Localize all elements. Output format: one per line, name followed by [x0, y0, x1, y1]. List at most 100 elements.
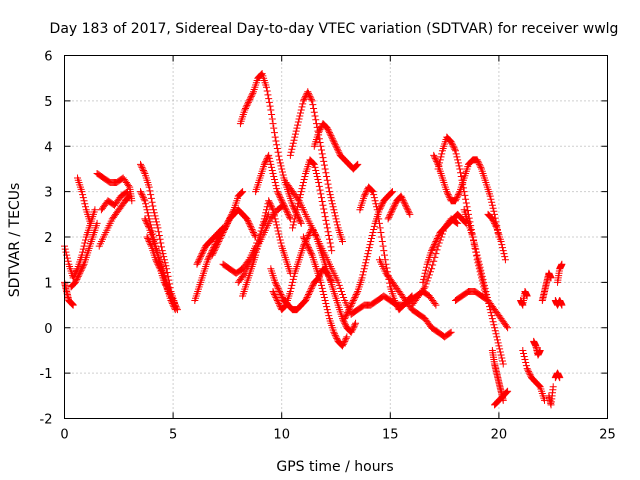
- data-point: [284, 210, 292, 218]
- data-point: [313, 173, 321, 180]
- data-point: [453, 219, 461, 227]
- data-point: [291, 215, 299, 223]
- data-point: [324, 126, 332, 134]
- data-point: [438, 150, 446, 158]
- data-point: [332, 215, 340, 223]
- data-point: [334, 278, 342, 286]
- data-point: [91, 206, 99, 214]
- data-point: [451, 197, 459, 205]
- data-point: [274, 148, 282, 156]
- data-point: [163, 283, 171, 291]
- data-point: [490, 207, 498, 215]
- series-pass-02: [61, 278, 77, 309]
- data-point: [286, 151, 294, 159]
- data-point: [144, 222, 152, 230]
- data-point: [472, 248, 480, 256]
- data-point: [274, 189, 282, 197]
- data-point: [404, 207, 412, 215]
- data-point: [473, 156, 481, 164]
- data-point: [290, 272, 298, 280]
- data-point: [362, 259, 370, 267]
- data-point: [367, 186, 375, 194]
- series-pass-23: [289, 156, 336, 255]
- data-point: [482, 287, 490, 295]
- data-point: [329, 203, 337, 211]
- data-point: [311, 163, 319, 171]
- data-point: [303, 241, 311, 249]
- data-point: [319, 287, 327, 295]
- data-point: [347, 301, 355, 309]
- data-point: [307, 95, 315, 103]
- data-point: [485, 303, 493, 311]
- data-point: [270, 173, 278, 180]
- data-point: [304, 88, 312, 96]
- data-point: [320, 205, 328, 213]
- data-point: [255, 239, 263, 247]
- data-point: [432, 250, 440, 258]
- data-point: [315, 182, 323, 190]
- data-point: [270, 212, 278, 220]
- data-point: [373, 206, 381, 214]
- data-point: [369, 188, 377, 196]
- y-tick-label: 2: [44, 231, 52, 246]
- data-point: [294, 121, 302, 129]
- data-point: [291, 130, 299, 138]
- data-point: [452, 195, 460, 203]
- series-pass-03: [67, 219, 101, 291]
- data-point: [165, 287, 173, 295]
- data-point: [298, 103, 306, 111]
- data-point: [426, 268, 434, 276]
- data-point: [462, 195, 470, 203]
- series-pass-30: [375, 256, 455, 341]
- data-point: [320, 209, 328, 217]
- data-point: [367, 238, 375, 246]
- data-point: [208, 251, 216, 259]
- data-point: [339, 290, 347, 298]
- data-point: [144, 209, 152, 217]
- data-point: [432, 156, 440, 164]
- data-point: [292, 209, 300, 217]
- data-point: [388, 188, 396, 196]
- data-point: [360, 268, 368, 276]
- data-point: [350, 295, 358, 303]
- data-point: [501, 256, 509, 264]
- data-point: [262, 209, 270, 217]
- data-point: [137, 160, 145, 168]
- data-point: [265, 198, 273, 206]
- data-point: [430, 151, 438, 159]
- data-point: [359, 271, 367, 279]
- data-point: [273, 281, 281, 289]
- data-point: [272, 218, 280, 226]
- data-point: [362, 189, 370, 197]
- data-point: [346, 303, 354, 311]
- data-point: [196, 254, 204, 262]
- data-point: [270, 129, 278, 137]
- data-point: [211, 245, 219, 253]
- data-point: [361, 262, 369, 270]
- data-point: [306, 287, 314, 295]
- data-point: [523, 292, 531, 300]
- data-point: [402, 203, 410, 211]
- data-point: [289, 142, 297, 150]
- data-point: [143, 206, 151, 214]
- data-point: [198, 250, 206, 258]
- data-point: [397, 192, 405, 200]
- data-point: [389, 204, 397, 212]
- series-pass-37: [460, 206, 507, 368]
- data-point: [327, 132, 335, 140]
- data-point: [276, 301, 284, 309]
- data-point: [303, 294, 311, 301]
- data-point: [519, 346, 527, 354]
- data-point: [420, 284, 428, 292]
- data-point: [556, 374, 564, 382]
- data-point: [383, 264, 391, 272]
- data-point: [452, 150, 460, 158]
- series-pass-38: [484, 210, 509, 264]
- data-point: [218, 230, 226, 238]
- y-axis-label: SDTVAR / TECUs: [7, 183, 23, 298]
- data-point: [215, 236, 223, 244]
- data-point: [160, 253, 168, 261]
- data-point: [320, 161, 328, 169]
- data-point: [388, 207, 396, 215]
- data-point: [473, 251, 481, 259]
